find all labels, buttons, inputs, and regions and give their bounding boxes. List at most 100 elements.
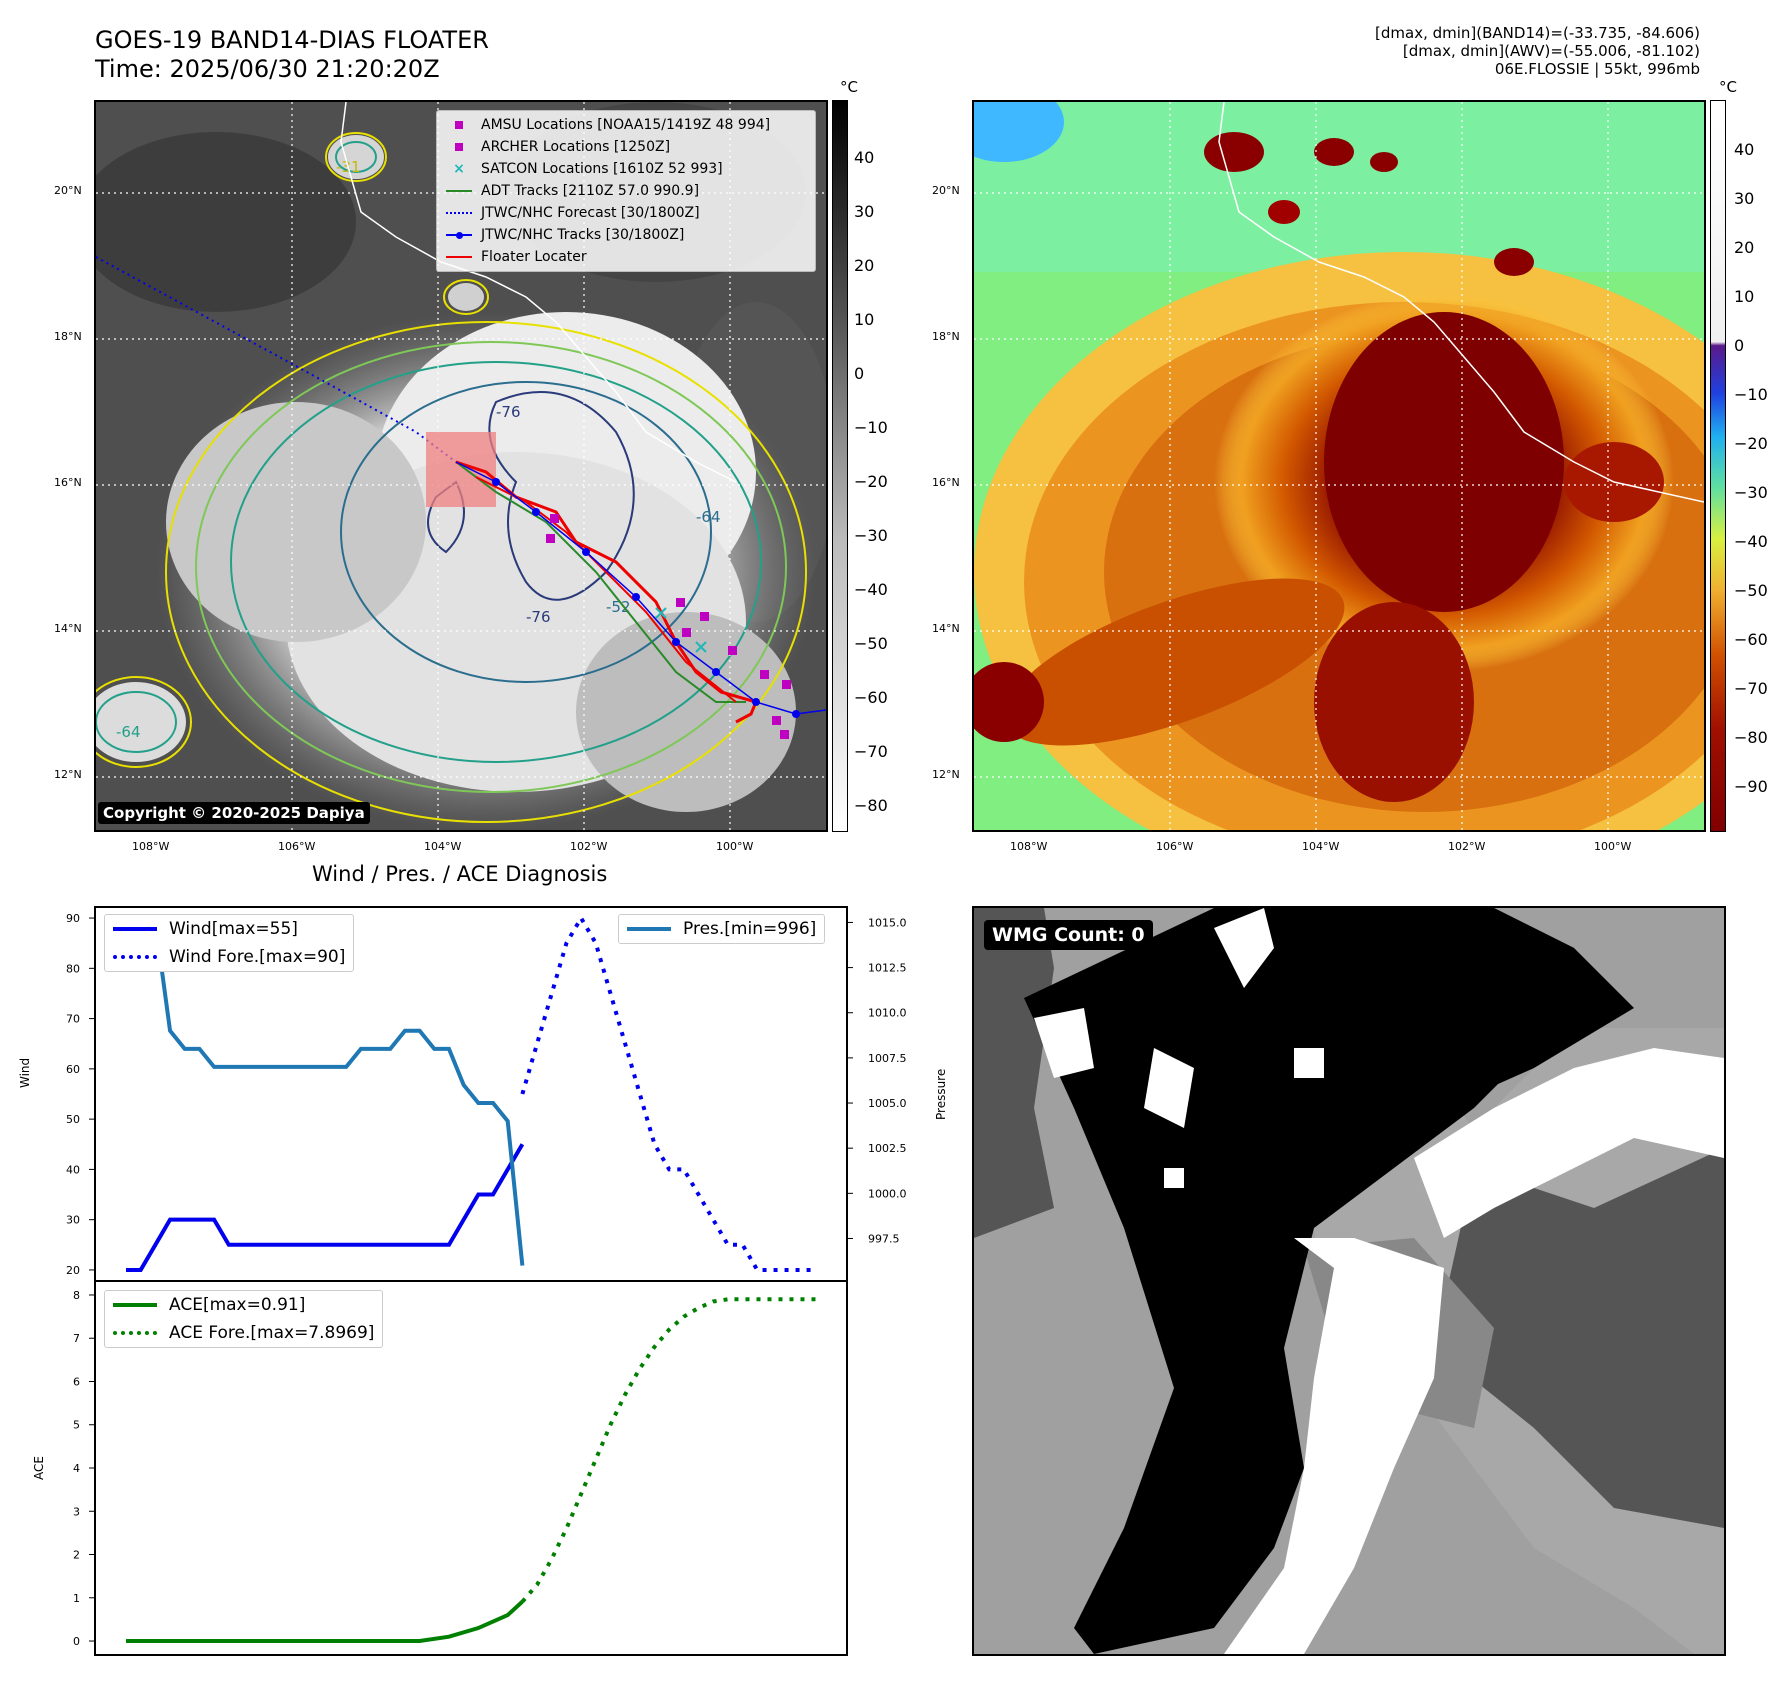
pressure-tick: 1012.5 (868, 962, 907, 975)
legend-item-adt: ADT Tracks [2110Z 57.0 990.9] (437, 180, 815, 202)
meta-band14: [dmax, dmin](BAND14)=(-33.735, -84.606) (1375, 24, 1700, 42)
ace-plot: 8 7 6 5 4 3 2 1 0 (73, 1289, 816, 1648)
lat-tick: 20°N (932, 184, 960, 197)
colorbar-tick: 0 (854, 364, 865, 383)
legend-ace-fore: ACE Fore.[max=7.8969] (105, 1319, 382, 1347)
dotted-line-icon (437, 212, 481, 214)
legend-item-amsu: AMSU Locations [NOAA15/1419Z 48 994] (437, 114, 815, 136)
colorbar-tick: −70 (854, 742, 888, 761)
colorbar-tick: −20 (1734, 434, 1768, 453)
ace-tick: 6 (73, 1375, 80, 1388)
lat-tick: 14°N (54, 622, 82, 635)
contour-label: -76 (526, 608, 551, 626)
pressure-legend: Pres.[min=996] (618, 914, 826, 944)
lon-tick: 100°W (1594, 840, 1632, 853)
ace-tick: 1 (73, 1592, 80, 1605)
ace-tick: 0 (73, 1635, 80, 1648)
lat-tick: 18°N (932, 330, 960, 343)
legend-item-satcon: × SATCON Locations [1610Z 52 993] (437, 158, 815, 180)
lat-tick: 12°N (932, 768, 960, 781)
series-line-2 (126, 920, 525, 1266)
wmg-count-badge: WMG Count: 0 (984, 920, 1153, 950)
colorbar-tick: −20 (854, 472, 888, 491)
ace-tick: 4 (73, 1462, 80, 1475)
legend-wind: Wind[max=55] (105, 915, 353, 943)
line-icon (437, 256, 481, 258)
awv-map (974, 102, 1704, 830)
wind-tick: 80 (66, 962, 80, 975)
line-dot-icon (437, 231, 481, 239)
pressure-tick: 1007.5 (868, 1052, 907, 1065)
colorbar-tick: −60 (854, 688, 888, 707)
colorbar-tick: 30 (1734, 189, 1755, 208)
pressure-tick: 1010.0 (868, 1007, 907, 1020)
wind-pressure-plot: 90 80 70 60 50 40 30 20 1015.0 1012.5 1010.0 1007.5… (66, 912, 907, 1277)
x-marker-icon: × (453, 161, 465, 177)
lat-tick: 14°N (932, 622, 960, 635)
line-icon (113, 1303, 157, 1307)
ace-axis-label: ACE (32, 1456, 46, 1480)
ace-legend: ACE[max=0.91] ACE Fore.[max=7.8969] (104, 1290, 384, 1348)
colorbar-tick: 10 (854, 310, 875, 329)
colorbar-tick: −10 (854, 418, 888, 437)
colorbar-tick: 10 (1734, 287, 1755, 306)
meta-info: [dmax, dmin](BAND14)=(-33.735, -84.606) … (1375, 24, 1700, 78)
wmg-map (974, 908, 1724, 1654)
figure-title: GOES-19 BAND14-DIAS FLOATER (95, 26, 489, 54)
ir-map-panel: -76 -64 -76 -31 -52 -64 (94, 100, 828, 832)
legend-item-forecast: JTWC/NHC Forecast [30/1800Z] (437, 202, 815, 224)
wind-tick: 90 (66, 912, 80, 925)
square-marker-icon (437, 121, 481, 129)
wind-tick: 70 (66, 1013, 80, 1026)
ace-tick: 7 (73, 1332, 80, 1345)
colorbar-tick: −50 (854, 634, 888, 653)
square-marker-icon (437, 143, 481, 151)
contour-label: -76 (496, 403, 521, 421)
line-icon (113, 927, 157, 931)
colorbar-tick: −70 (1734, 679, 1768, 698)
pressure-tick: 1015.0 (868, 916, 907, 929)
lat-tick: 16°N (932, 476, 960, 489)
pressure-tick: 997.5 (868, 1232, 900, 1245)
legend-item-archer: ARCHER Locations [1250Z] (437, 136, 815, 158)
wind-tick: 30 (66, 1214, 80, 1227)
ace-series-line-1 (520, 1297, 816, 1603)
ace-tick: 2 (73, 1549, 80, 1562)
meta-storm: 06E.FLOSSIE | 55kt, 996mb (1494, 60, 1700, 78)
colorbar-unit: °C (1719, 78, 1737, 96)
contour-label: -52 (606, 598, 631, 616)
lon-tick: 108°W (1010, 840, 1048, 853)
lon-tick: 106°W (1156, 840, 1194, 853)
lat-tick: 18°N (54, 330, 82, 343)
colorbar-tick: −30 (1734, 483, 1768, 502)
colorbar-tick: 30 (854, 202, 875, 221)
lon-tick: 102°W (1448, 840, 1486, 853)
legend-ace: ACE[max=0.91] (105, 1291, 382, 1319)
ace-tick: 3 (73, 1505, 80, 1518)
line-icon (437, 190, 481, 192)
wind-tick: 20 (66, 1264, 80, 1277)
lat-tick: 16°N (54, 476, 82, 489)
line-icon (627, 927, 671, 931)
diagnosis-title: Wind / Pres. / ACE Diagnosis (312, 862, 608, 886)
lat-tick: 12°N (54, 768, 82, 781)
diagnosis-chart: 90 80 70 60 50 40 30 20 1015.0 1012.5 1010.0 1007.5… (66, 906, 907, 1656)
map-legend: AMSU Locations [NOAA15/1419Z 48 994] ARC… (436, 110, 816, 272)
colorbar-tick: 20 (854, 256, 875, 275)
ace-tick: 5 (73, 1419, 80, 1432)
pressure-tick: 1000.0 (868, 1187, 907, 1200)
colorbar-tick: 40 (854, 148, 875, 167)
colorbar-tick: 0 (1734, 336, 1745, 355)
lon-tick: 106°W (278, 840, 316, 853)
contour-label: -64 (696, 508, 721, 526)
pressure-tick: 1005.0 (868, 1097, 907, 1110)
awv-colorbar (1710, 100, 1726, 832)
legend-item-tracks: JTWC/NHC Tracks [30/1800Z] (437, 224, 815, 246)
wmg-panel: WMG Count: 0 (972, 906, 1726, 1656)
legend-pressure: Pres.[min=996] (619, 915, 824, 943)
lon-tick: 102°W (570, 840, 608, 853)
colorbar-tick: −10 (1734, 385, 1768, 404)
wind-tick: 40 (66, 1163, 80, 1176)
colorbar-tick: −90 (1734, 777, 1768, 796)
colorbar-tick: 40 (1734, 140, 1755, 159)
